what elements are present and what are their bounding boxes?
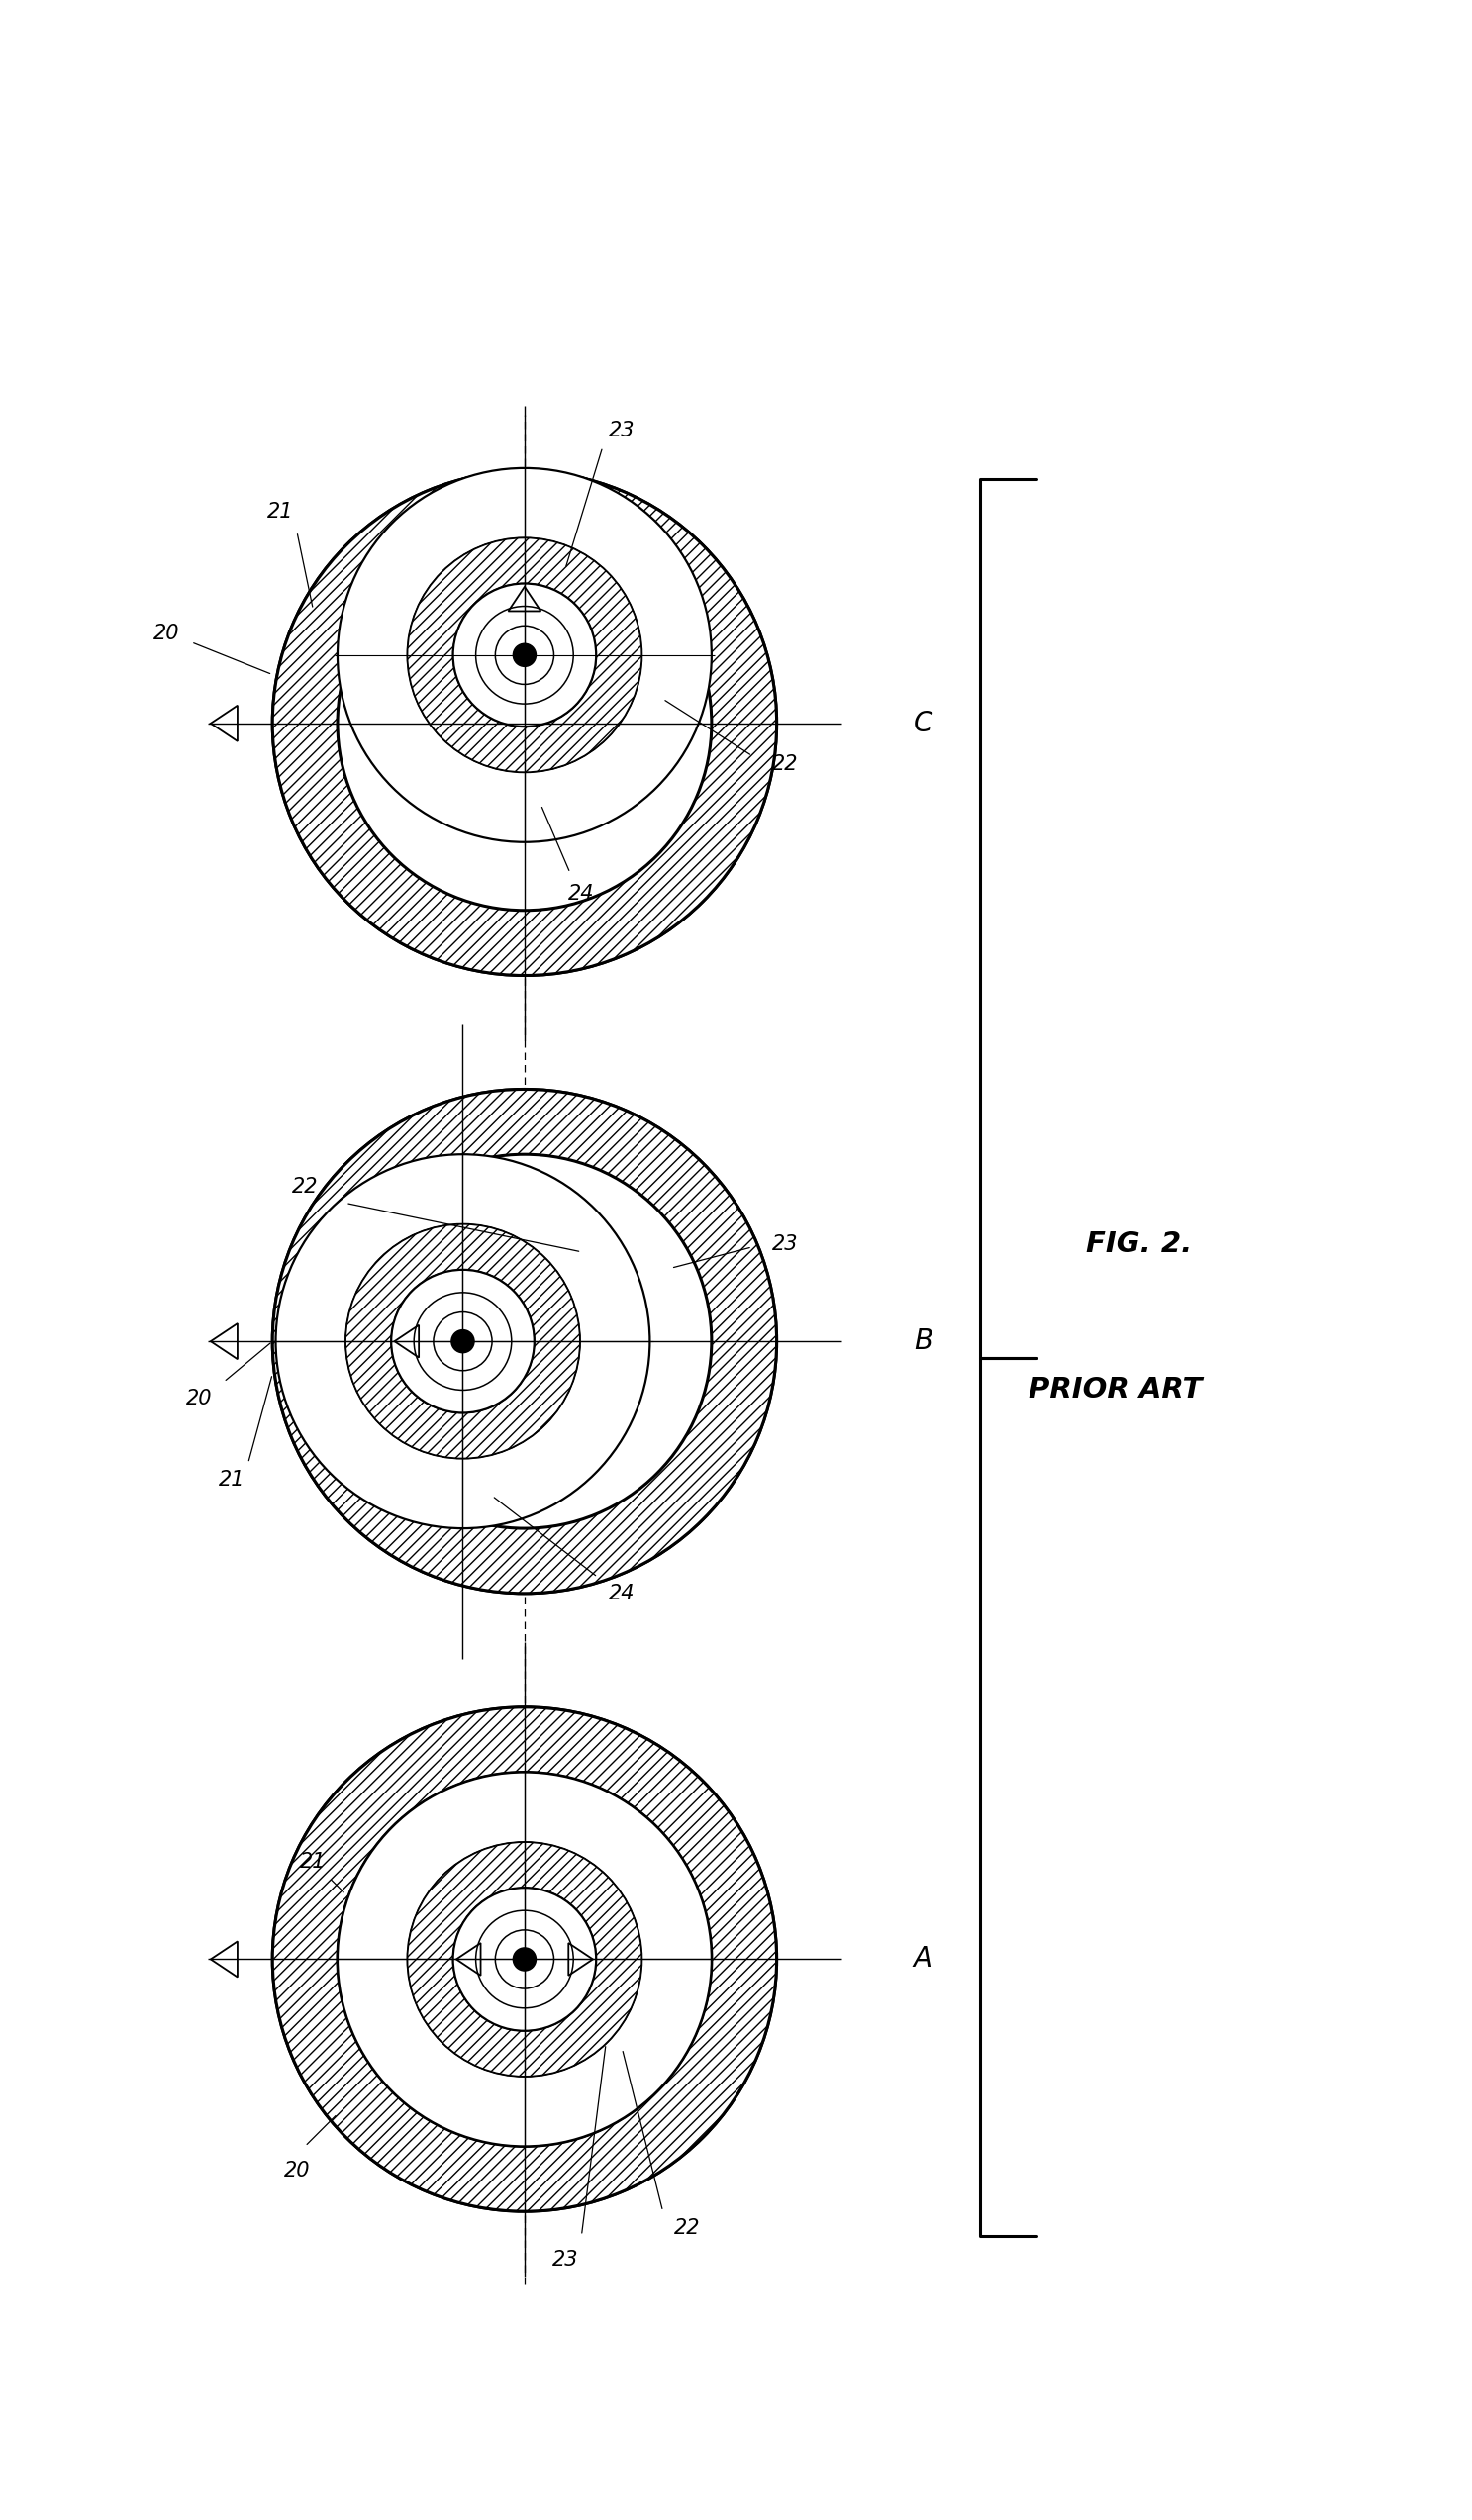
Circle shape (392, 1270, 534, 1414)
Text: 20: 20 (185, 1389, 212, 1409)
Text: FIG. 2.: FIG. 2. (1086, 1230, 1192, 1257)
Circle shape (514, 643, 536, 665)
Text: 21: 21 (300, 1852, 327, 1872)
Circle shape (272, 1706, 777, 2213)
Circle shape (414, 1293, 512, 1391)
Circle shape (346, 1225, 580, 1459)
Circle shape (495, 1930, 553, 1988)
Text: 23: 23 (552, 2250, 578, 2271)
Text: 20: 20 (284, 2160, 311, 2180)
Circle shape (408, 537, 642, 771)
Text: 23: 23 (609, 421, 636, 441)
Text: 22: 22 (771, 753, 798, 774)
Text: 21: 21 (268, 501, 294, 522)
Circle shape (275, 1154, 649, 1527)
Text: C: C (914, 711, 933, 738)
Circle shape (452, 1331, 474, 1353)
Text: 20: 20 (153, 625, 180, 643)
Text: A: A (914, 1945, 932, 1973)
Text: 24: 24 (568, 885, 595, 905)
Text: 22: 22 (674, 2218, 701, 2238)
Circle shape (433, 1313, 492, 1371)
Text: 21: 21 (219, 1469, 244, 1489)
Text: 24: 24 (495, 1835, 521, 1855)
Circle shape (453, 585, 596, 726)
Text: 22: 22 (291, 1177, 318, 1197)
Text: B: B (914, 1328, 932, 1356)
Circle shape (272, 471, 777, 975)
Circle shape (453, 1887, 596, 2031)
Circle shape (337, 469, 711, 842)
Text: PRIOR ART: PRIOR ART (1029, 1376, 1203, 1404)
Circle shape (337, 1772, 711, 2147)
Circle shape (475, 1910, 574, 2008)
Circle shape (475, 607, 574, 703)
Circle shape (272, 1089, 777, 1593)
Circle shape (408, 1842, 642, 2076)
Circle shape (514, 1948, 536, 1971)
Text: 23: 23 (771, 1235, 798, 1252)
Circle shape (495, 625, 553, 685)
Text: 24: 24 (609, 1583, 636, 1603)
